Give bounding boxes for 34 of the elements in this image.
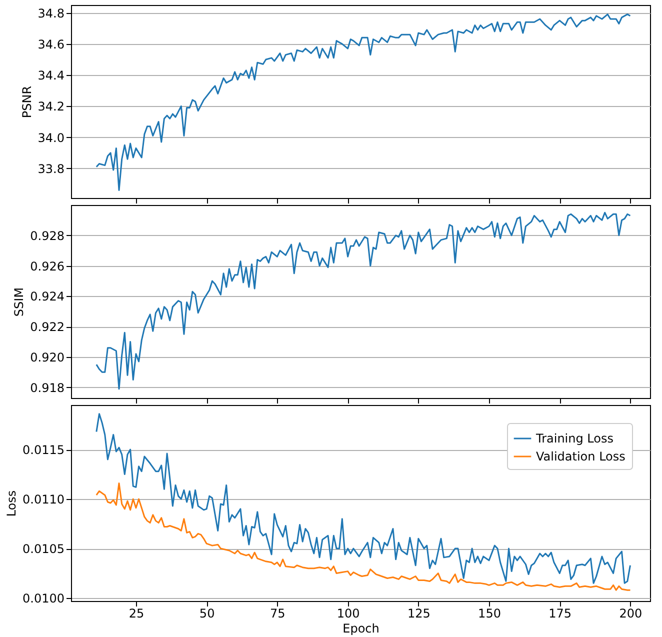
- y-tick-label: 0.924: [30, 290, 64, 304]
- x-axis-title: Epoch: [342, 622, 380, 636]
- y-tick-label: 0.0110: [22, 492, 64, 507]
- x-tick-label: 150: [478, 606, 501, 620]
- y-tick-label: 0.0100: [22, 592, 64, 606]
- line-series: [96, 482, 631, 591]
- x-tick-label: 75: [270, 606, 286, 620]
- line-series: [96, 413, 631, 584]
- y-tick-label: 0.918: [30, 380, 64, 395]
- y-tick-label: 33.8: [38, 162, 64, 176]
- y-tick-label: 34.6: [38, 37, 64, 52]
- y-tick-label: 0.926: [30, 259, 64, 274]
- y-tick-label: 34.4: [38, 68, 64, 83]
- x-tick-label: 125: [407, 606, 430, 620]
- y-tick-label: 34.0: [38, 130, 64, 145]
- y-tick-label: 0.920: [30, 350, 64, 364]
- y-tick-label: 34.8: [38, 6, 64, 20]
- line-series: [96, 212, 631, 390]
- x-tick-label: 25: [128, 606, 144, 620]
- y-axis-title: SSIM: [12, 287, 26, 317]
- x-tick-label: 200: [619, 606, 642, 620]
- x-tick-label: 175: [548, 606, 572, 620]
- y-tick-label: 0.928: [30, 228, 64, 243]
- y-tick-label: 34.2: [38, 100, 64, 114]
- legend-label: Training Loss: [535, 432, 614, 446]
- y-tick-label: 0.0105: [22, 542, 64, 556]
- x-tick-label: 50: [199, 606, 215, 620]
- line-series: [96, 14, 631, 191]
- y-axis-title: PSNR: [20, 86, 34, 118]
- y-tick-label: 0.0115: [22, 443, 64, 458]
- y-tick-label: 0.922: [30, 320, 64, 334]
- x-tick-label: 100: [336, 606, 360, 620]
- y-axis-title: Loss: [4, 490, 19, 517]
- legend-label: Validation Loss: [536, 450, 626, 464]
